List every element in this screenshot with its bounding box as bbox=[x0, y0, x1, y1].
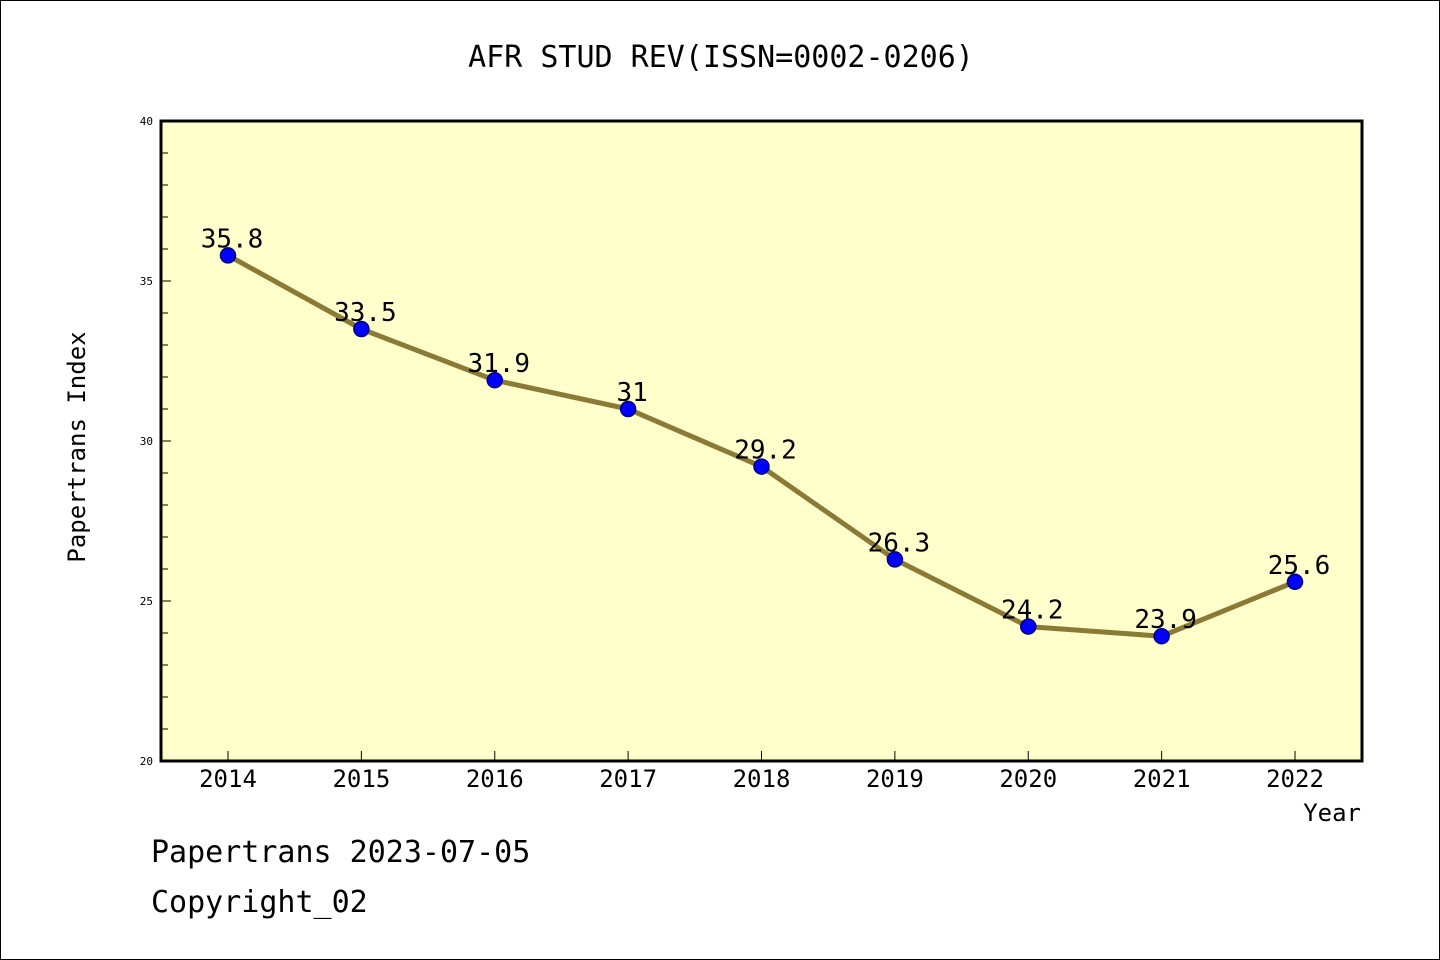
series-markers bbox=[219, 247, 1304, 645]
x-tick-label: 2021 bbox=[1133, 765, 1191, 793]
data-label: 23.9 bbox=[1134, 605, 1197, 635]
y-tick-label: 20 bbox=[140, 755, 153, 768]
footer-copyright-text: Copyright_02 bbox=[151, 885, 368, 920]
y-axis-label: Papertrans Index bbox=[63, 331, 91, 562]
x-tick-label: 2020 bbox=[999, 765, 1057, 793]
data-point bbox=[1286, 573, 1304, 591]
data-label: 35.8 bbox=[201, 224, 264, 254]
data-point bbox=[1020, 618, 1037, 635]
data-label: 25.6 bbox=[1268, 551, 1331, 581]
x-tick-label: 2015 bbox=[332, 765, 390, 793]
plot-area bbox=[159, 119, 1364, 763]
data-label: 31.9 bbox=[467, 349, 530, 379]
y-tick-label: 25 bbox=[140, 595, 153, 608]
data-label: 24.2 bbox=[1001, 596, 1064, 626]
y-tick-label: 30 bbox=[140, 435, 153, 448]
data-point bbox=[219, 247, 237, 264]
x-tick-label: 2019 bbox=[866, 765, 924, 793]
data-label: 29.2 bbox=[734, 436, 797, 466]
y-tick-label: 35 bbox=[140, 275, 153, 288]
x-tick-label: 2014 bbox=[199, 765, 257, 793]
data-point bbox=[353, 320, 370, 338]
x-axis-label: Year bbox=[1303, 799, 1361, 827]
x-tick-label: 2016 bbox=[466, 765, 524, 793]
data-point bbox=[1153, 627, 1170, 645]
data-label: 26.3 bbox=[868, 528, 931, 558]
x-tick-label: 2017 bbox=[599, 765, 657, 793]
footer-date-text: Papertrans 2023-07-05 bbox=[151, 835, 531, 870]
x-tick-label: 2018 bbox=[733, 765, 791, 793]
y-tick-label: 40 bbox=[140, 115, 153, 128]
data-point bbox=[619, 400, 637, 418]
data-label: 33.5 bbox=[334, 298, 397, 328]
data-point bbox=[886, 551, 904, 568]
data-point bbox=[486, 371, 503, 389]
data-label: 31 bbox=[616, 378, 647, 408]
y-axis-ticks: 20 25 30 35 40 bbox=[140, 115, 171, 768]
chart-title: AFR STUD REV(ISSN=0002-0206) bbox=[468, 40, 974, 75]
data-point bbox=[753, 458, 770, 475]
x-tick-label: 2022 bbox=[1266, 765, 1324, 793]
data-labels: 35.8 33.5 31.9 31 29.2 26.3 24.2 23.9 25.6 bbox=[201, 224, 1331, 635]
x-axis-ticks: 2014 2015 2016 2017 2018 2019 2020 2021 2022 bbox=[199, 751, 1324, 793]
